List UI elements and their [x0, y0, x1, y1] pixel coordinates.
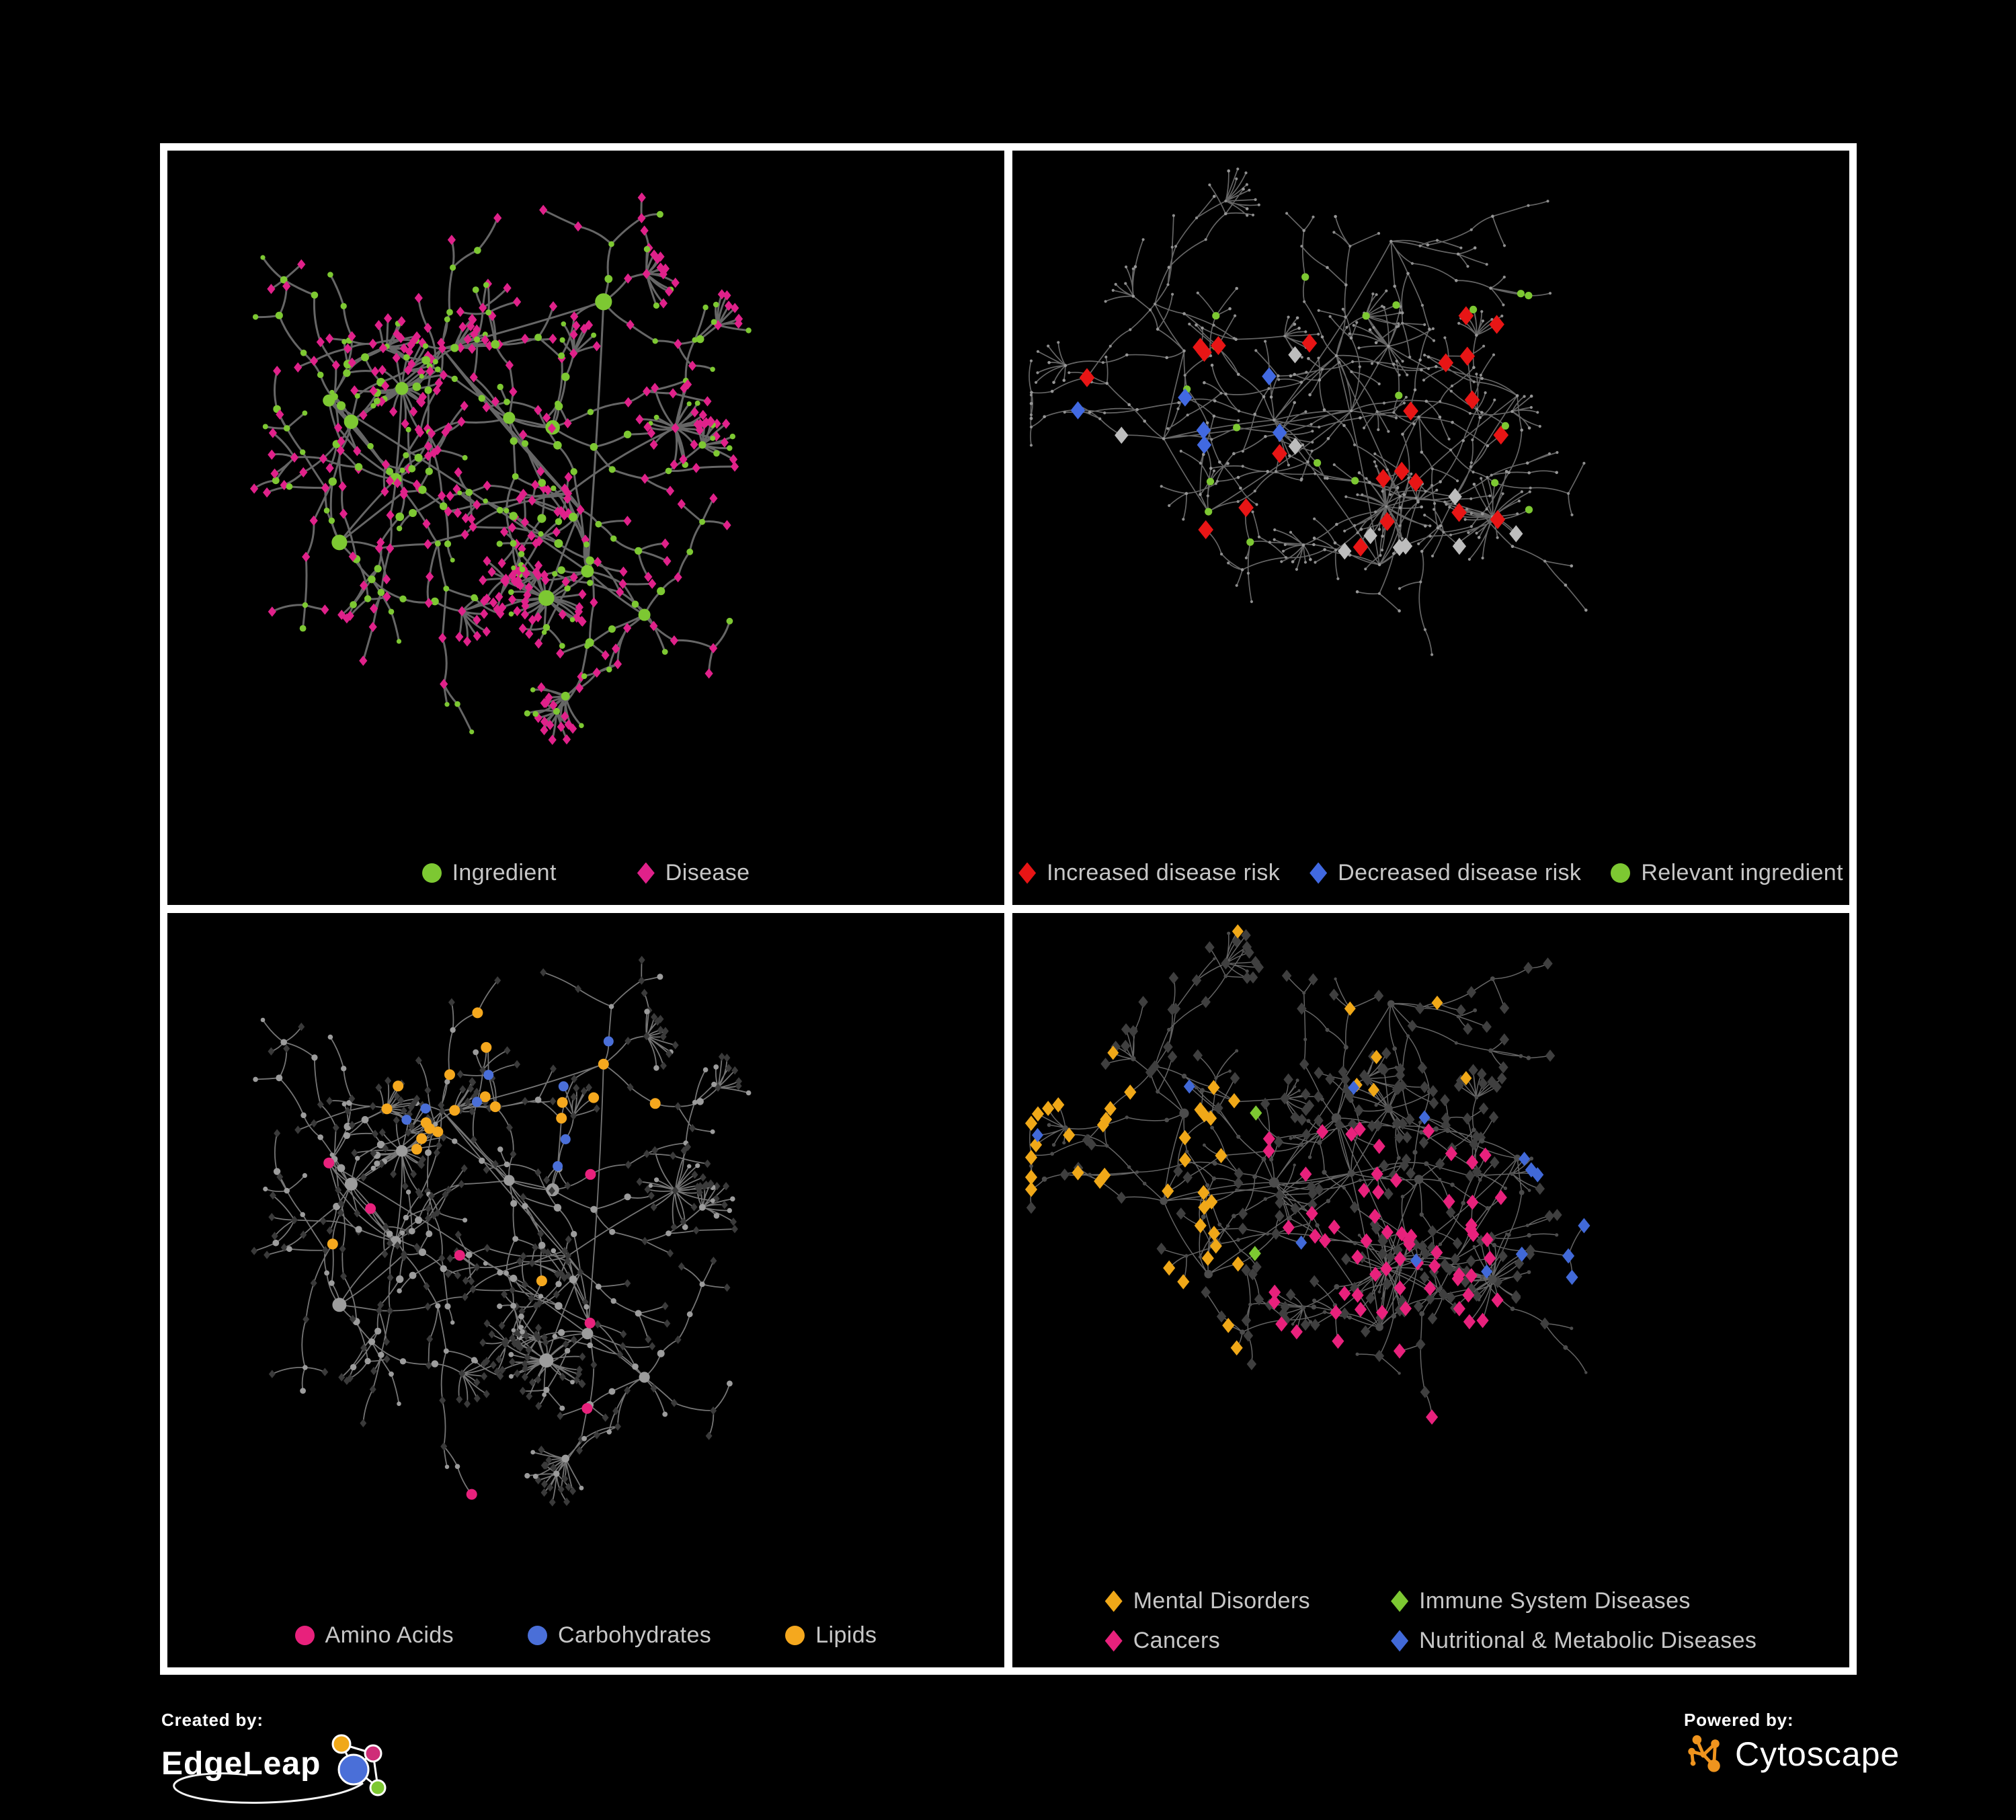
legend-item: Nutritional & Metabolic Diseases	[1391, 1628, 1757, 1654]
panel-disease-risk: Increased disease risk Decreased disease…	[1012, 151, 1849, 905]
legend-item: Carbohydrates	[528, 1622, 711, 1649]
cytoscape-logo: Cytoscape	[1684, 1733, 1900, 1775]
created-by-label: Created by:	[161, 1710, 264, 1730]
disease-diamond-icon	[637, 862, 655, 884]
panel-disease-categories: Mental Disorders Immune System Diseases …	[1012, 913, 1849, 1667]
legend-label: Disease	[665, 860, 750, 885]
edgeleap-network-icon	[173, 1734, 387, 1804]
legend-ingredient-disease: Ingredient Disease	[167, 860, 1004, 886]
amino-acids-circle-icon	[294, 1626, 315, 1645]
edgeleap-logo: EdgeLeap	[161, 1731, 444, 1805]
legend-disease-categories: Mental Disorders Immune System Diseases …	[1012, 1588, 1849, 1654]
carbohydrates-circle-icon	[528, 1626, 547, 1645]
legend-item: Mental Disorders	[1104, 1588, 1311, 1614]
legend-item: Relevant ingredient	[1611, 860, 1843, 886]
relevant-ingredient-circle-icon	[1611, 863, 1631, 883]
legend-label: Immune System Diseases	[1419, 1588, 1691, 1614]
legend-label: Decreased disease risk	[1338, 860, 1582, 885]
nutritional-metabolic-diseases-diamond-icon	[1391, 1630, 1409, 1652]
legend-label: Nutritional & Metabolic Diseases	[1419, 1628, 1757, 1653]
edgeleap-brand-text: EdgeLeap	[161, 1746, 321, 1782]
legend-label: Carbohydrates	[558, 1622, 712, 1648]
legend-label: Relevant ingredient	[1641, 860, 1843, 885]
legend-disease-risk: Increased disease risk Decreased disease…	[1012, 860, 1849, 886]
network-graph-disease-risk	[1029, 167, 1588, 656]
legend-item: Immune System Diseases	[1391, 1588, 1757, 1614]
ingredient-circle-icon	[421, 863, 442, 883]
legend-nutrient-classes: Amino Acids Carbohydrates Lipids	[167, 1622, 1004, 1649]
legend-item: Decreased disease risk	[1309, 860, 1581, 886]
legend-item: Cancers	[1104, 1628, 1310, 1654]
powered-by-credit: Powered by: Cytoscape	[1684, 1710, 1900, 1775]
legend-label: Mental Disorders	[1133, 1588, 1311, 1614]
panel-nutrient-classes: Amino Acids Carbohydrates Lipids	[167, 913, 1004, 1667]
legend-label: Lipids	[815, 1622, 877, 1648]
network-graph-disease-categories	[1024, 924, 1590, 1425]
increased-risk-diamond-icon	[1018, 862, 1037, 884]
network-graph-ingredient-disease	[249, 192, 752, 746]
panel-grid: Ingredient Disease Increased disease ris…	[160, 143, 1857, 1675]
mental-disorders-diamond-icon	[1104, 1590, 1123, 1612]
lipids-circle-icon	[785, 1626, 805, 1645]
network-graph-nutrient-classes	[251, 955, 752, 1507]
legend-item: Lipids	[785, 1622, 877, 1649]
cytoscape-network-icon	[1688, 1735, 1720, 1772]
legend-label: Ingredient	[452, 860, 557, 885]
legend-label: Amino Acids	[325, 1622, 454, 1648]
legend-item: Increased disease risk	[1018, 860, 1280, 886]
legend-label: Cancers	[1133, 1628, 1221, 1653]
legend-label: Increased disease risk	[1047, 860, 1281, 885]
panel-ingredient-disease: Ingredient Disease	[167, 151, 1004, 905]
cancers-diamond-icon	[1104, 1630, 1123, 1652]
legend-item: Ingredient	[421, 860, 557, 886]
created-by-credit: Created by: EdgeLeap	[161, 1710, 444, 1805]
legend-item: Disease	[637, 860, 750, 886]
legend-item: Amino Acids	[294, 1622, 454, 1649]
immune-system-diseases-diamond-icon	[1391, 1590, 1409, 1612]
decreased-risk-diamond-icon	[1309, 862, 1328, 884]
powered-by-label: Powered by:	[1684, 1710, 1794, 1730]
cytoscape-brand-text: Cytoscape	[1735, 1735, 1900, 1773]
